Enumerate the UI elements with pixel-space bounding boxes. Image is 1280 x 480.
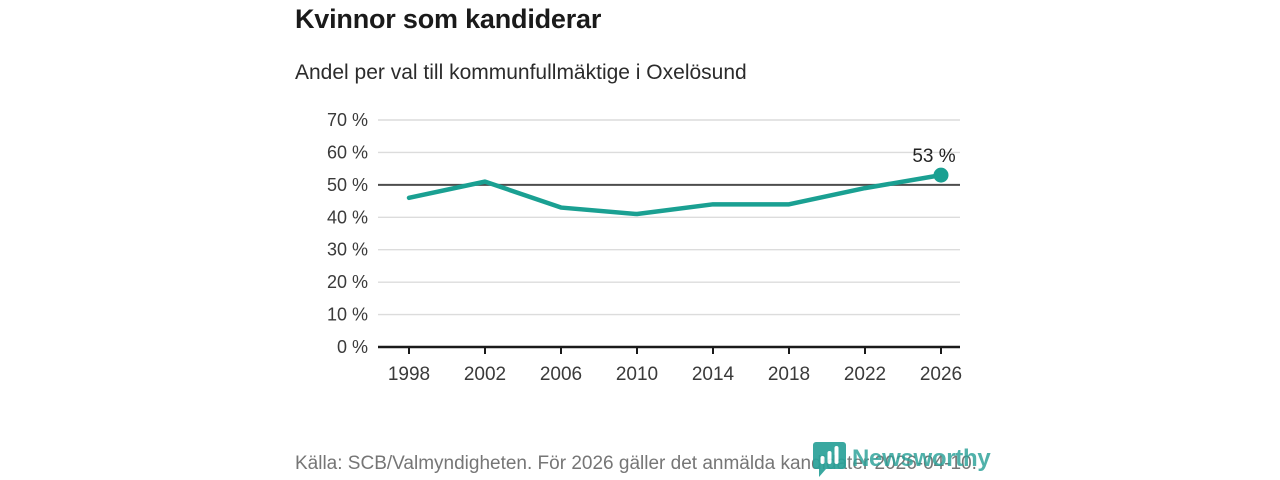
y-tick-label: 30 % <box>327 240 368 260</box>
x-tick-label: 2014 <box>692 364 735 385</box>
x-tick-label: 1998 <box>388 364 430 385</box>
source-note: Källa: SCB/Valmyndigheten. För 2026 gäll… <box>295 453 977 474</box>
line-chart: 0 % 10 % 20 % 30 % 40 % 50 % 60 % 70 % 1998 2002 2… <box>327 110 962 385</box>
newsworthy-logo: Newsworthy <box>813 441 991 477</box>
x-tick-label: 2010 <box>616 364 658 385</box>
y-tick-label: 40 % <box>327 207 368 227</box>
x-tick-label: 2026 <box>920 364 962 385</box>
trend-line <box>406 172 944 217</box>
chart-title: Kvinnor som kandiderar <box>295 4 602 34</box>
end-point-marker <box>933 167 949 183</box>
x-tick-label: 2002 <box>464 364 506 385</box>
newsworthy-logo-icon <box>813 442 846 477</box>
x-tick-label: 2006 <box>540 364 582 385</box>
y-tick-label: 50 % <box>327 175 368 195</box>
y-tick-label: 0 % <box>337 337 368 357</box>
chart-subtitle: Andel per val till kommunfullmäktige i O… <box>295 61 747 84</box>
y-tick-label: 20 % <box>327 272 368 292</box>
y-tick-label: 70 % <box>327 110 368 130</box>
end-value-label: 53 % <box>912 146 955 167</box>
y-tick-label: 60 % <box>327 142 368 162</box>
newsworthy-wordmark: Newsworthy <box>852 445 991 472</box>
x-tick-label: 2022 <box>844 364 886 385</box>
y-tick-label: 10 % <box>327 305 368 325</box>
x-tick-label: 2018 <box>768 364 810 385</box>
